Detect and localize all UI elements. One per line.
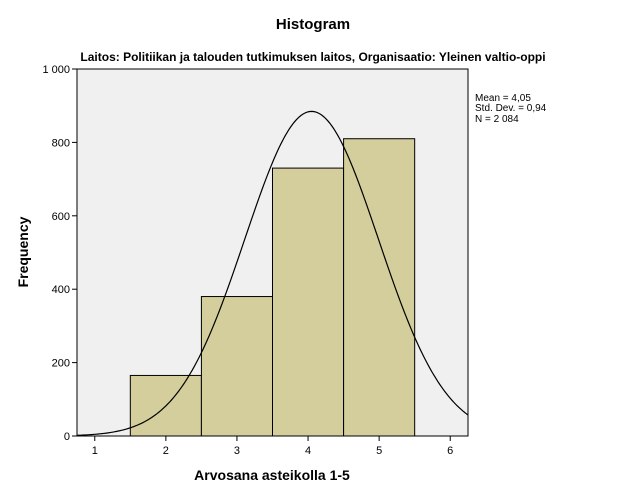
stat-n: N = 2 084 (475, 114, 519, 125)
histogram-bar (272, 167, 345, 437)
y-tick-label: 1 000 (42, 64, 70, 76)
y-axis-label: Frequency (15, 216, 31, 287)
x-tick-label: 5 (376, 445, 382, 457)
y-tick-label: 600 (52, 211, 70, 223)
x-axis-label: Arvosana asteikolla 1-5 (194, 467, 350, 483)
chart-subtitle: Laitos: Politiikan ja talouden tutkimuks… (80, 50, 545, 64)
x-tick-label: 4 (305, 445, 311, 457)
y-tick-label: 800 (52, 137, 70, 149)
x-tick-label: 2 (163, 445, 169, 457)
histogram-bar (200, 296, 273, 437)
y-axis: 0 200 400 600 800 1 000 (42, 64, 77, 443)
x-tick-label: 6 (447, 445, 453, 457)
histogram-bar (343, 138, 416, 437)
stats-box: Mean = 4,05 Std. Dev. = 0,94 N = 2 084 (475, 93, 547, 125)
x-tick-label: 1 (92, 445, 98, 457)
stat-std-dev: Std. Dev. = 0,94 (475, 103, 547, 114)
normal-curve (76, 110, 469, 436)
x-tick-label: 3 (234, 445, 240, 457)
y-tick-label: 200 (52, 358, 70, 370)
x-axis: 1 2 3 4 5 6 (92, 436, 453, 457)
y-tick-label: 400 (52, 284, 70, 296)
bars-group (129, 138, 416, 437)
y-tick-label: 0 (64, 431, 70, 443)
stat-mean: Mean = 4,05 (475, 93, 531, 104)
chart-title: Histogram (276, 16, 350, 33)
